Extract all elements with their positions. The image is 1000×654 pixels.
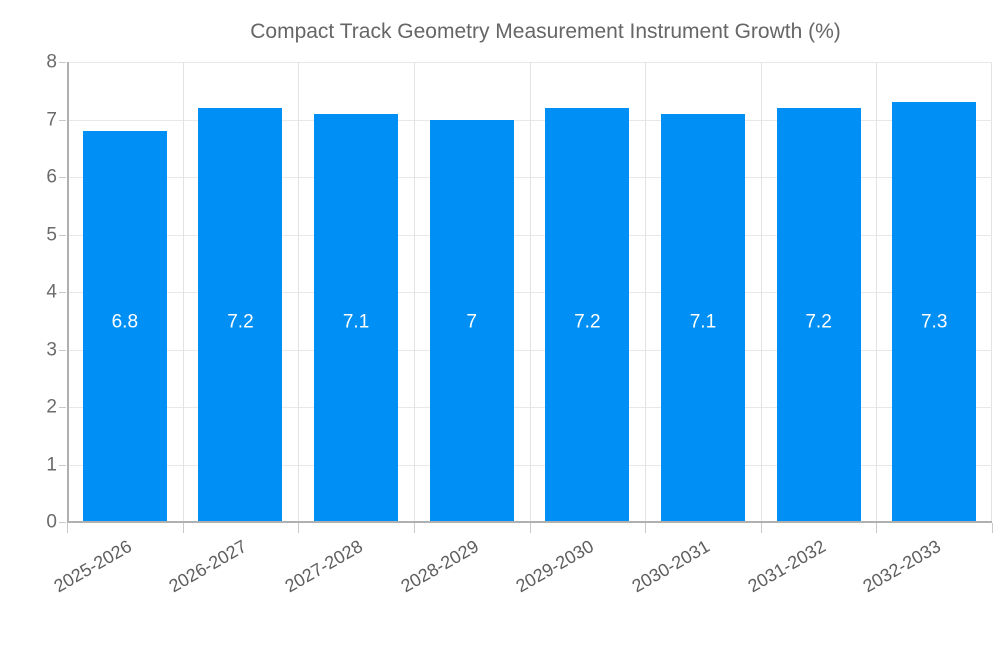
gridline-vertical [876, 62, 877, 522]
x-axis-tick-mark [761, 523, 762, 533]
gridline-vertical [530, 62, 531, 522]
y-axis-tick-mark [59, 349, 66, 351]
bar[interactable] [892, 102, 977, 522]
bar[interactable] [82, 131, 167, 522]
y-axis-tick-label: 0 [46, 511, 57, 533]
gridline-vertical [183, 62, 184, 522]
gridline-horizontal [67, 407, 992, 408]
gridline-horizontal [67, 234, 992, 236]
x-axis-tick-mark [530, 523, 531, 533]
y-axis-tick-label: 2 [46, 396, 57, 418]
y-axis-tick-mark [59, 407, 66, 408]
y-axis-tick-label: 7 [46, 109, 57, 130]
x-axis-tick-mark [183, 523, 184, 533]
bar[interactable] [429, 119, 514, 522]
bar[interactable] [776, 108, 861, 522]
y-axis-tick-mark [59, 234, 66, 236]
legend-color-swatch[interactable] [159, 20, 233, 43]
y-axis-tick-mark [59, 177, 66, 178]
y-axis-tick-mark [59, 119, 66, 121]
y-axis-tick-mark [59, 522, 66, 523]
bar[interactable] [198, 108, 283, 522]
y-axis-tick-mark [59, 62, 66, 63]
gridline-horizontal [67, 349, 992, 351]
legend-series-label[interactable]: Compact Track Geometry Measurement Instr… [250, 19, 841, 43]
gridline-horizontal [67, 464, 992, 466]
chart-legend: Compact Track Geometry Measurement Instr… [0, 14, 1000, 48]
x-axis-tick-mark [67, 523, 68, 533]
x-axis-tick-mark [645, 523, 646, 533]
bar[interactable] [660, 113, 745, 522]
gridline-vertical [298, 62, 299, 522]
x-axis-tick-mark [992, 523, 993, 533]
gridline-horizontal [67, 292, 992, 293]
y-axis-tick-mark [59, 292, 66, 293]
y-axis-tick-label: 6 [46, 166, 57, 188]
x-axis-tick-mark [876, 523, 877, 533]
y-axis: 0 1 2 3 4 5 6 7 8 [0, 0, 66, 600]
gridline-horizontal [67, 177, 992, 178]
x-axis-line [67, 521, 992, 523]
bar[interactable] [545, 108, 630, 522]
y-axis-tick-mark [59, 464, 66, 466]
bar-chart: Compact Track Geometry Measurement Instr… [0, 0, 1000, 600]
bar[interactable] [314, 113, 399, 522]
gridline-horizontal [67, 62, 992, 63]
y-axis-line [67, 62, 69, 523]
plot-area: 6.8 7.2 7.1 7 7.2 7.1 7.2 7.3 [67, 62, 992, 523]
gridline-vertical [414, 62, 415, 522]
gridline-horizontal [67, 119, 992, 121]
y-axis-tick-label: 3 [46, 339, 57, 360]
gridline-vertical [761, 62, 762, 522]
y-axis-tick-label: 4 [46, 281, 57, 303]
x-axis-tick-mark [298, 523, 299, 533]
y-axis-tick-label: 8 [46, 51, 57, 73]
x-axis-tick-mark [414, 523, 415, 533]
gridline-vertical [645, 62, 646, 522]
y-axis-tick-label: 1 [46, 454, 57, 475]
y-axis-tick-label: 5 [46, 224, 57, 245]
